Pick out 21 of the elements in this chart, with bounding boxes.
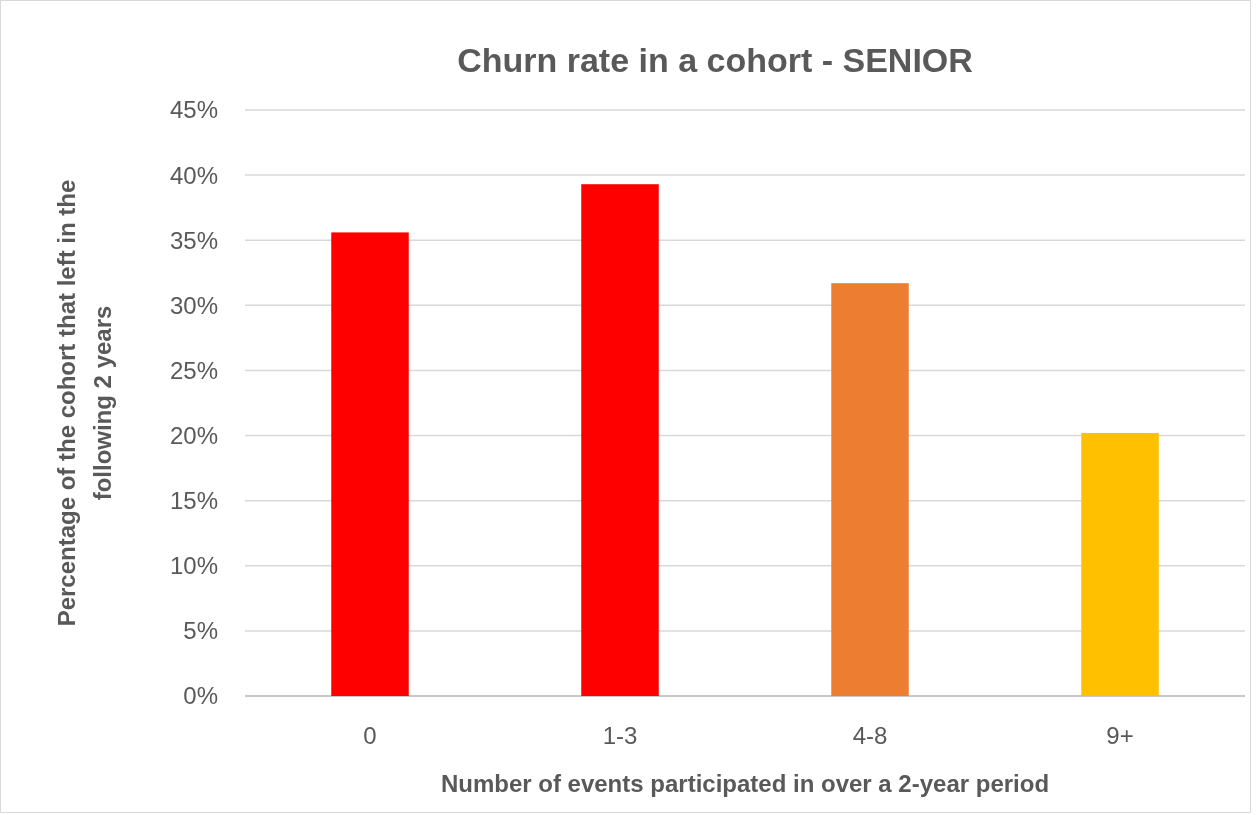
bar [581,184,659,696]
y-tick-label: 45% [169,96,218,124]
y-tick-label: 30% [169,291,218,319]
bar [831,283,909,696]
y-tick-label: 10% [169,552,218,580]
y-tick-label: 20% [169,421,218,449]
x-tick-label: 1-3 [602,722,638,749]
x-tick-label: 4-8 [852,722,888,749]
y-tick-label: 0% [183,682,218,710]
y-tick-label: 40% [169,161,218,189]
x-tick-label: 0 [363,722,377,749]
y-tick-label: 15% [169,487,218,515]
chart-title: Churn rate in a cohort - SENIOR [457,41,973,79]
y-axis-title: Percentage of the cohort that left in the following 2 years [53,179,116,627]
y-tick-label: 25% [169,356,218,384]
x-tick-label: 9+ [1106,722,1134,749]
bar [331,232,409,696]
y-tick-label: 5% [183,617,218,645]
y-tick-label: 35% [169,226,218,254]
x-axis-title: Number of events participated in over a 2-year period [440,770,1050,797]
bar [1081,432,1159,696]
